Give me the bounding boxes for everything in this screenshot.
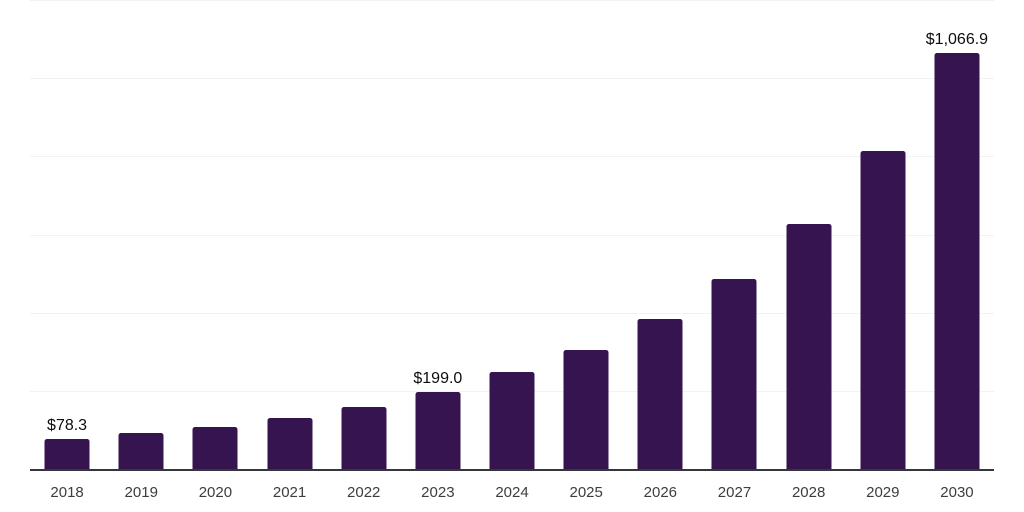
- x-axis-tick-2019: 2019: [124, 484, 158, 501]
- x-axis-tick-2028: 2028: [791, 484, 826, 501]
- x-axis-tick-2021: 2021: [272, 484, 307, 501]
- bar-2026: [637, 319, 683, 470]
- x-axis-tick-2023: 2023: [421, 484, 455, 501]
- x-axis-tick-2024: 2024: [495, 484, 529, 501]
- value-label-2018: $78.3: [47, 417, 88, 435]
- value-label-2030: $1,066.9: [925, 31, 989, 49]
- gridline-600: [30, 234, 994, 236]
- x-axis-labels: 2018 2019 2020 2021 2022 2023 2024 2025 2026 2027…: [30, 484, 994, 501]
- x-axis-tick-2029: 2029: [866, 484, 900, 501]
- bar-2020: [192, 427, 238, 470]
- x-axis-tick-2027: 2027: [717, 484, 752, 501]
- gridline-800: [30, 156, 994, 158]
- bar-2030: [934, 53, 980, 470]
- bar-2029: [860, 151, 906, 470]
- bar-2023: [415, 392, 461, 470]
- bar-2027: [711, 278, 757, 470]
- x-axis-line: [30, 469, 994, 471]
- bar-2018: [44, 439, 90, 470]
- x-axis-tick-2022: 2022: [347, 484, 381, 501]
- bar-2024: [489, 372, 535, 470]
- gridline-1200: [30, 0, 994, 1]
- bar-2022: [341, 406, 387, 470]
- x-axis-tick-2018: 2018: [50, 484, 84, 501]
- bar-2028: [786, 223, 832, 470]
- bar-2019: [118, 433, 164, 470]
- x-axis-tick-2025: 2025: [569, 484, 603, 501]
- plot-area: $78.3 $199.0 $1,066.9: [30, 0, 994, 470]
- value-label-2023: $199.0: [413, 370, 463, 388]
- bar-2025: [563, 350, 609, 470]
- gridline-1000: [30, 78, 994, 80]
- gridline-400: [30, 312, 994, 314]
- x-axis-tick-2030: 2030: [940, 484, 974, 501]
- x-axis-tick-2020: 2020: [198, 484, 233, 501]
- bar-2021: [267, 418, 313, 470]
- x-axis-tick-2026: 2026: [643, 484, 678, 501]
